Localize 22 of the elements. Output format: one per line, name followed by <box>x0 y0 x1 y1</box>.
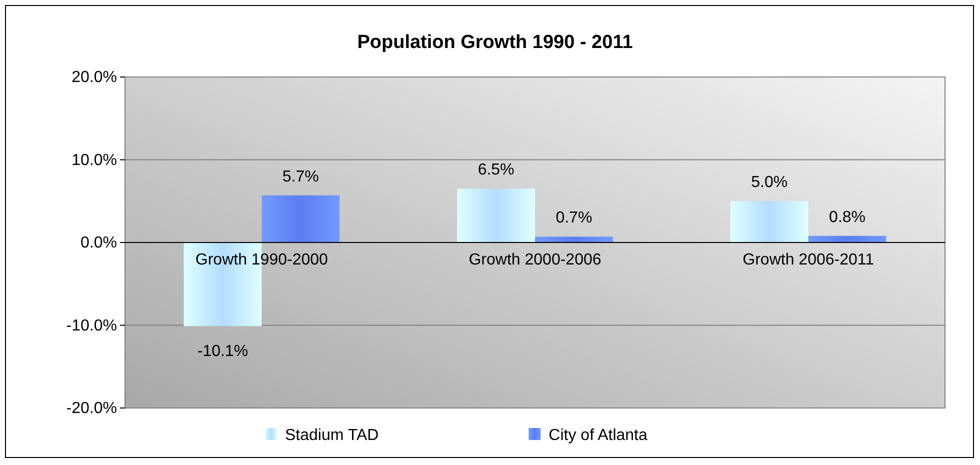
x-tick-label: Growth 1990-2000 <box>195 252 328 268</box>
y-tick-label: 20.0% <box>72 69 117 86</box>
bar <box>730 201 808 242</box>
legend-label: Stadium TAD <box>285 427 379 444</box>
data-label: 0.7% <box>556 210 592 227</box>
legend-label: City of Atlanta <box>548 427 648 444</box>
chart-title: Population Growth 1990 - 2011 <box>357 32 634 53</box>
data-label: 6.5% <box>478 162 514 179</box>
data-label: 5.7% <box>282 168 319 186</box>
bar <box>262 195 340 242</box>
y-tick-label: 10.0% <box>72 152 117 169</box>
bar <box>808 236 886 242</box>
data-label: -10.1% <box>197 343 248 360</box>
x-tick-label: Growth 2006-2011 <box>742 252 874 268</box>
y-tick-label: -20.0% <box>66 400 117 418</box>
x-tick-label: Growth 2000-2006 <box>468 252 602 268</box>
data-label: 0.8% <box>829 208 866 226</box>
bar <box>457 188 535 242</box>
data-label: 5.0% <box>751 174 788 192</box>
y-tick-label: -10.0% <box>66 317 117 334</box>
y-tick-label: 0.0% <box>80 234 117 252</box>
bar <box>535 236 613 242</box>
